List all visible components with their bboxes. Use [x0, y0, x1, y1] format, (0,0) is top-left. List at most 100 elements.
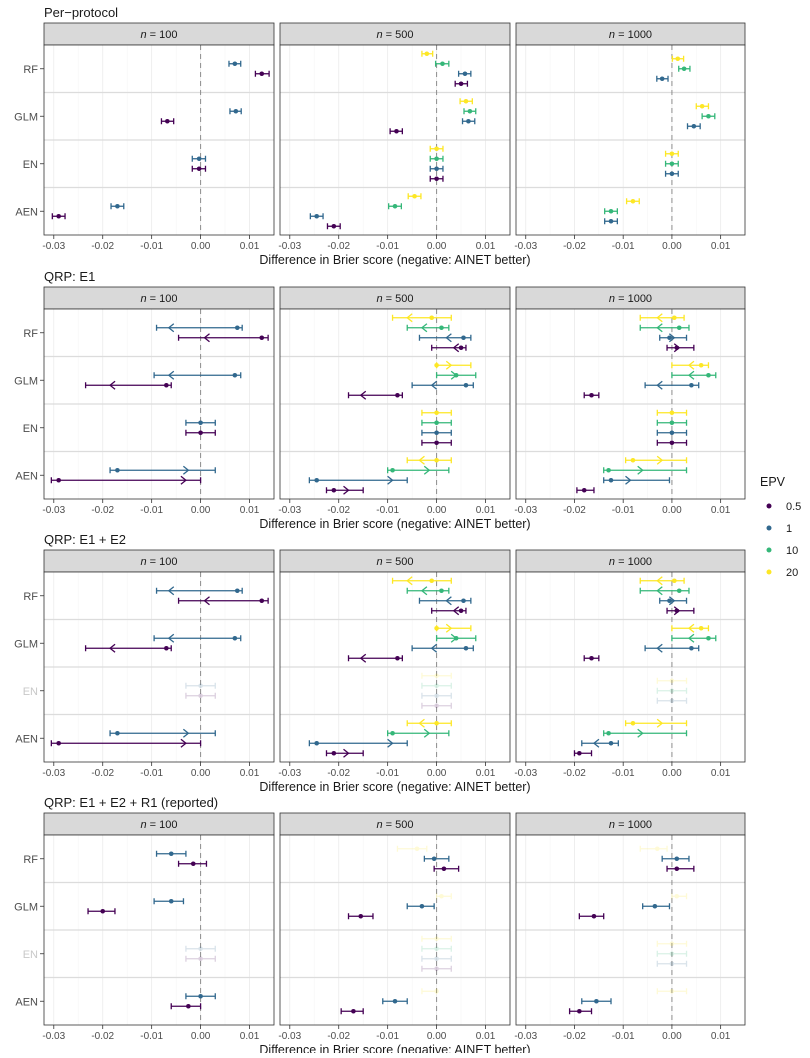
x-tick-label: -0.01 — [612, 768, 635, 779]
estimate-aen-epv-1 — [185, 993, 216, 1000]
estimate-glm-epv-0.5 — [84, 380, 172, 390]
facet-label: n = 1000 — [609, 29, 652, 41]
point-estimate — [414, 846, 420, 852]
point-estimate — [706, 113, 711, 119]
point-estimate — [608, 740, 614, 746]
point-estimate — [659, 76, 665, 82]
estimate-aen-epv-1 — [308, 475, 408, 485]
point-estimate — [165, 118, 170, 124]
estimate-en-epv-10 — [421, 682, 452, 689]
point-estimate — [429, 315, 435, 321]
estimate-glm-epv-1 — [229, 108, 242, 115]
estimate-en-epv-20 — [421, 935, 452, 942]
point-estimate — [351, 1008, 356, 1014]
estimate-en-epv-0.5 — [185, 955, 216, 962]
estimate-aen-epv-0.5 — [50, 475, 202, 485]
estimate-en-epv-1 — [656, 429, 688, 436]
facet-label: n = 1000 — [609, 293, 652, 305]
point-estimate — [419, 903, 425, 909]
estimate-glm-epv-20 — [671, 623, 710, 633]
facet-label: n = 500 — [376, 29, 413, 41]
panel-title: QRP: E1 + E2 + R1 (reported) — [44, 795, 218, 810]
point-estimate — [434, 166, 439, 172]
shift-arrow — [359, 653, 367, 663]
x-tick-label: -0.02 — [91, 1031, 114, 1042]
point-estimate — [198, 683, 203, 689]
panel-2: QRP: E1 + E2 RF GLM EN AEN n = 100 -0.03 -0.02 -… — [14, 532, 746, 794]
point-estimate — [434, 988, 439, 994]
facet-label-value: = 500 — [383, 819, 414, 831]
point-estimate — [233, 108, 239, 114]
x-tick-label: -0.02 — [91, 768, 114, 779]
estimate-en-epv-0.5 — [191, 165, 207, 172]
legend-label: 1 — [786, 523, 792, 535]
estimate-aen-epv-20 — [406, 718, 452, 728]
x-tick-label: -0.03 — [514, 241, 537, 252]
x-tick-label: 0.01 — [476, 1031, 496, 1042]
shift-arrow — [656, 313, 663, 323]
x-tick-label: -0.02 — [563, 1031, 586, 1042]
x-axis-title: Difference in Brier score (negative: AIN… — [259, 253, 530, 267]
panel-0: Per−protocol RF GLM EN AEN n = 100 -0.03 -0.02 -… — [14, 5, 746, 267]
estimate-rf-epv-1 — [423, 855, 450, 862]
estimate-en-epv-20 — [656, 940, 688, 947]
panel-border — [279, 308, 511, 500]
shift-arrow — [430, 643, 438, 653]
estimate-aen-epv-20 — [624, 718, 688, 728]
point-estimate — [577, 750, 582, 756]
x-tick-label: -0.03 — [42, 505, 65, 516]
estimate-en-epv-10 — [656, 950, 688, 957]
estimate-glm-epv-0.5 — [87, 908, 116, 915]
x-tick-label: 0.00 — [191, 768, 211, 779]
x-tick-label: -0.03 — [514, 505, 537, 516]
point-estimate — [412, 193, 417, 199]
point-estimate — [440, 61, 445, 67]
point-estimate — [115, 730, 120, 736]
facet-label-value: = 100 — [147, 819, 178, 831]
estimate-rf-epv-20 — [421, 50, 434, 57]
facet-label: n = 500 — [376, 556, 413, 568]
point-estimate — [669, 698, 675, 704]
facet-label: n = 1000 — [609, 556, 652, 568]
estimate-glm-epv-10 — [435, 633, 477, 643]
x-tick-label: 0.00 — [191, 505, 211, 516]
estimate-rf-epv-0.5 — [431, 343, 467, 353]
x-tick-label: 0.00 — [427, 505, 447, 516]
point-estimate — [434, 946, 439, 952]
point-estimate — [466, 118, 471, 124]
estimate-aen-epv-10 — [387, 465, 450, 475]
estimate-aen-epv-1 — [581, 998, 612, 1005]
point-estimate — [654, 846, 660, 852]
panel-border — [515, 308, 746, 500]
point-estimate — [589, 655, 594, 661]
point-estimate — [431, 856, 437, 862]
shift-arrow — [656, 576, 663, 586]
y-tick-label: AEN — [15, 470, 38, 482]
facet-label-n: n — [609, 819, 615, 831]
shift-arrow — [423, 728, 431, 738]
shift-arrow — [387, 475, 394, 485]
point-estimate — [331, 487, 337, 493]
estimate-glm-epv-0.5 — [347, 653, 403, 663]
estimate-glm-epv-1 — [153, 633, 242, 643]
estimate-rf-epv-10 — [639, 586, 690, 596]
facet-label: n = 500 — [376, 293, 413, 305]
estimate-rf-epv-0.5 — [666, 865, 695, 872]
shift-arrow — [656, 380, 663, 390]
facet-label: n = 100 — [140, 29, 177, 41]
estimate-glm-epv-10 — [671, 370, 717, 380]
estimate-rf-epv-1 — [659, 333, 688, 343]
point-estimate — [681, 66, 687, 72]
x-tick-label: -0.03 — [278, 1031, 301, 1042]
point-estimate — [669, 961, 675, 967]
facet-label: n = 500 — [376, 819, 413, 831]
point-estimate — [434, 966, 439, 972]
point-estimate — [198, 946, 203, 952]
estimate-aen-epv-0.5 — [325, 748, 364, 758]
estimate-glm-epv-0.5 — [389, 128, 403, 135]
point-estimate — [392, 998, 398, 1004]
y-tick-label: GLM — [14, 638, 38, 650]
x-tick-label: 0.01 — [711, 241, 731, 252]
x-tick-label: -0.01 — [376, 768, 399, 779]
panel-title: QRP: E1 — [44, 269, 95, 284]
